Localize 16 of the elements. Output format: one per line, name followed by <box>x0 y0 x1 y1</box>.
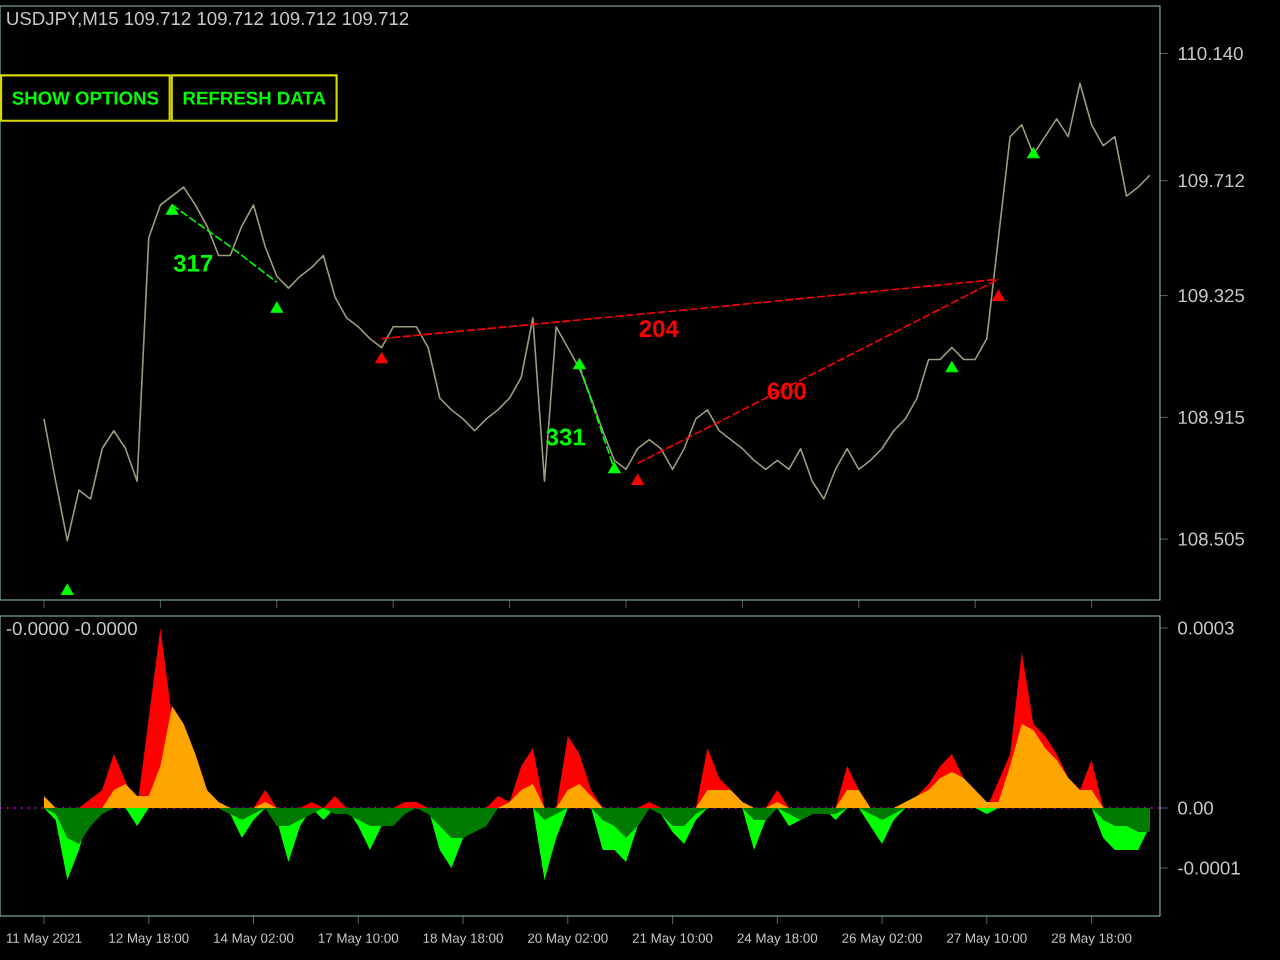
y-tick-label: 0.0003 <box>1178 621 1234 635</box>
chart-title: -0.0000 -0.0000 <box>6 621 137 636</box>
series-label: 600 <box>767 382 806 400</box>
y-tick-label: 0.00 <box>1178 801 1214 815</box>
annotation: SHOW OPTIONS <box>12 91 159 105</box>
y-tick-label: 108.505 <box>1178 532 1245 546</box>
y-tick-label: 109.712 <box>1178 174 1244 188</box>
y-tick-label: 110.140 <box>1178 46 1243 61</box>
y-tick-label: 109.325 <box>1178 289 1245 303</box>
y-tick-label: -0.0001 <box>1178 861 1240 875</box>
y-tick-label: 108.915 <box>1178 410 1245 424</box>
series-label: 317 <box>173 254 213 272</box>
chart-title: USDJPY,M15 109.712 109.712 109.712 109.712 <box>7 11 409 28</box>
series-label: 204 <box>639 320 679 338</box>
series-label: 331 <box>546 428 586 446</box>
annotation: REFRESH DATA <box>183 91 326 105</box>
